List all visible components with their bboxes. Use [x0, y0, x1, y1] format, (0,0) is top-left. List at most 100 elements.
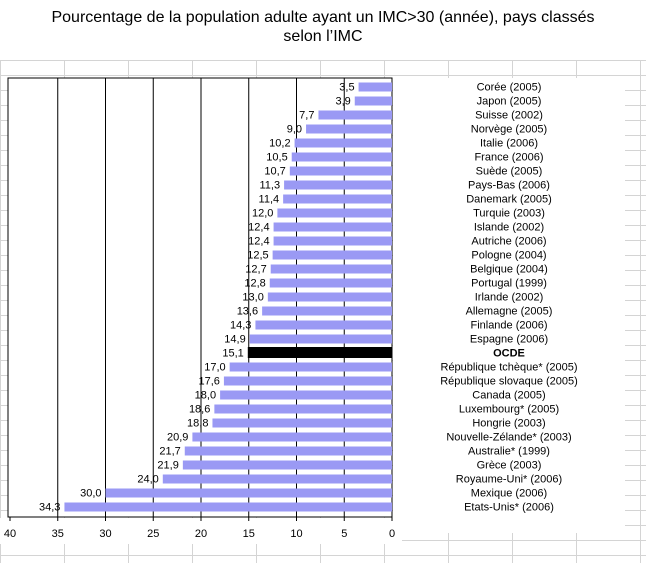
category-label: Norvège (2005)	[471, 124, 547, 136]
value-label: 12,4	[248, 222, 269, 234]
category-label: Autriche (2006)	[471, 236, 546, 248]
bar	[273, 236, 392, 246]
category-label: Luxembourg* (2005)	[459, 404, 559, 416]
category-label: Portugal (1999)	[471, 278, 547, 290]
bar	[270, 264, 392, 274]
bar	[223, 376, 392, 386]
category-label: Italie (2006)	[480, 138, 538, 150]
bar	[354, 96, 392, 106]
bar	[262, 306, 392, 316]
value-label: 13,0	[242, 292, 263, 304]
category-label-area	[393, 78, 625, 533]
category-label: OCDE	[493, 348, 525, 360]
x-tick-label: 40	[4, 528, 16, 540]
category-label: Islande (2002)	[474, 222, 544, 234]
category-label: République slovaque (2005)	[440, 376, 578, 388]
value-label: 17,6	[198, 376, 219, 388]
x-tick-label: 30	[99, 528, 111, 540]
bar	[277, 208, 392, 218]
x-tick-label: 20	[195, 528, 207, 540]
x-tick-label: 0	[389, 528, 395, 540]
value-label: 24,0	[137, 474, 158, 486]
value-label: 14,9	[224, 334, 245, 346]
x-tick-label: 25	[147, 528, 159, 540]
value-label: 21,7	[159, 446, 180, 458]
category-label: Mexique (2006)	[471, 488, 547, 500]
bar	[214, 404, 392, 414]
category-label: Allemagne (2005)	[466, 306, 553, 318]
category-label: Suède (2005)	[476, 166, 543, 178]
bar	[273, 222, 392, 232]
x-tick-label: 5	[341, 528, 347, 540]
bar	[294, 138, 392, 148]
category-label: Australie* (1999)	[468, 446, 550, 458]
bar	[184, 446, 392, 456]
tick-label-area	[0, 518, 402, 544]
value-label: 12,5	[247, 250, 268, 262]
value-label: 15,1	[222, 348, 243, 360]
bar	[162, 474, 392, 484]
bar	[318, 110, 392, 120]
category-label: République tchèque* (2005)	[441, 362, 578, 374]
chart-title-line-2: selon l’IMC	[283, 28, 363, 45]
x-tick-label: 10	[290, 528, 302, 540]
category-label: Nouvelle-Zélande* (2003)	[446, 432, 571, 444]
bar	[182, 460, 392, 470]
value-label: 3,5	[339, 82, 354, 94]
category-label: Corée (2005)	[477, 82, 542, 94]
value-label: 14,3	[230, 320, 251, 332]
category-label: Espagne (2006)	[470, 334, 548, 346]
bar	[306, 124, 392, 134]
bar	[284, 180, 392, 190]
bar-chart: 3,5 Corée (2005) 3,9 Japon (2005) 7,7 Suisse …	[0, 77, 625, 544]
value-label: 11,3	[259, 180, 280, 192]
category-label: Turquie (2003)	[473, 208, 545, 220]
chart-title-line-1: Pourcentage de la population adulte ayan…	[51, 9, 595, 26]
bar	[105, 488, 392, 498]
category-label: Pays-Bas (2006)	[468, 180, 550, 192]
bar	[212, 418, 392, 428]
bar	[272, 250, 392, 260]
chart-title: Pourcentage de la population adulte ayan…	[0, 0, 646, 60]
value-label: 3,9	[335, 96, 350, 108]
value-label: 30,0	[80, 488, 101, 500]
bar	[192, 432, 392, 442]
category-label: Japon (2005)	[477, 96, 542, 108]
value-label: 10,2	[269, 138, 290, 150]
value-label: 12,8	[244, 278, 265, 290]
value-label: 12,7	[245, 264, 266, 276]
category-label: Etats-Unis* (2006)	[464, 502, 554, 514]
value-label: 13,6	[237, 306, 258, 318]
value-label: 10,5	[266, 152, 287, 164]
category-label: Irlande (2002)	[475, 292, 544, 304]
value-label: 9,0	[287, 124, 302, 136]
bar	[220, 390, 392, 400]
value-label: 18,8	[187, 418, 208, 430]
value-label: 21,9	[157, 460, 178, 472]
bar	[291, 152, 392, 162]
category-label: Danemark (2005)	[466, 194, 552, 206]
bar	[64, 502, 392, 512]
value-label: 11,4	[259, 194, 280, 206]
bar	[269, 278, 392, 288]
category-label: France (2006)	[474, 152, 543, 164]
value-label: 18,6	[189, 404, 210, 416]
category-label: Belgique (2004)	[470, 264, 548, 276]
category-label: Suisse (2002)	[475, 110, 543, 122]
bar-oecd	[247, 347, 392, 358]
category-label: Hongrie (2003)	[472, 418, 545, 430]
bar	[358, 82, 392, 92]
category-label: Grèce (2003)	[477, 460, 542, 472]
x-tick-label: 15	[243, 528, 255, 540]
value-label: 34,3	[39, 502, 60, 514]
bar	[249, 334, 392, 344]
category-label: Canada (2005)	[472, 390, 545, 402]
category-label: Finlande (2006)	[470, 320, 547, 332]
category-label: Pologne (2004)	[471, 250, 546, 262]
category-label: Royaume-Uni* (2006)	[456, 474, 562, 486]
bar	[267, 292, 392, 302]
value-label: 12,0	[252, 208, 273, 220]
value-label: 20,9	[167, 432, 188, 444]
value-label: 7,7	[299, 110, 314, 122]
value-label: 18,0	[195, 390, 216, 402]
